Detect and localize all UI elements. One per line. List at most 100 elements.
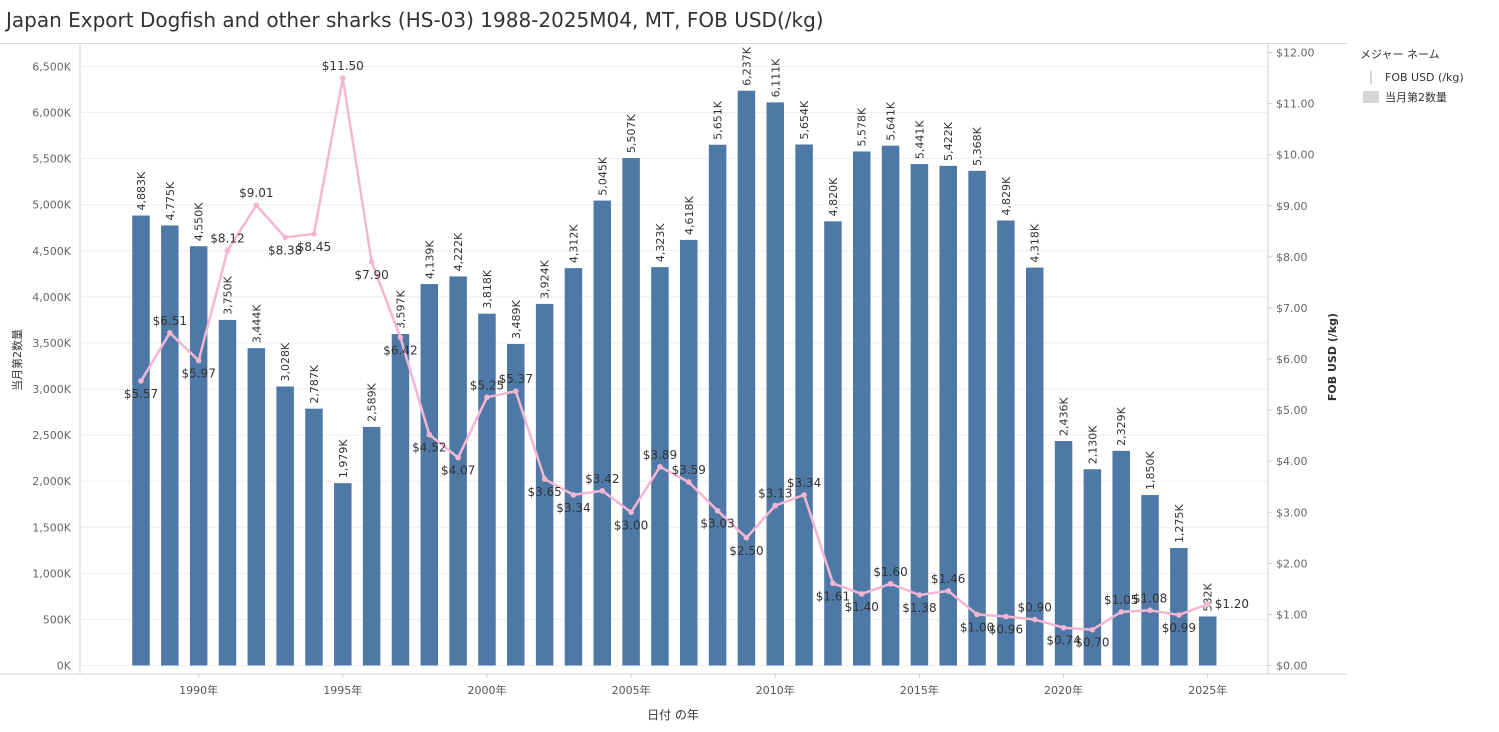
y-tick-label: 6,000K [32,107,71,120]
bar-value-label: 3,489K [510,299,523,338]
bar-value-label: 4,222K [452,232,465,271]
bar-value-label: 532K [1202,582,1215,611]
price-value-label: $3.89 [643,448,677,462]
bar-value-label: 2,130K [1086,425,1099,464]
quantity-bar [305,408,323,666]
y-tick-label: 2,000K [32,475,71,488]
legend-item-quantity[interactable]: 当月第2数量 [1360,87,1464,107]
axis-ticks: 0K 500K 1,000K 1,500K 2,000K 2,500K 3,000K 3,50… [32,47,1314,698]
x-tick-label: 1990年 [179,683,218,697]
y2-tick-label: $9.00 [1276,200,1308,213]
fob-point [1003,613,1009,620]
y-tick-label: 3,000K [32,383,71,396]
bar-value-label: 4,820K [827,177,840,216]
y2-tick-label: $7.00 [1276,302,1308,315]
price-value-label: $1.20 [1215,597,1249,611]
bar-value-label: 1,979K [337,439,350,478]
quantity-bar [1141,495,1159,666]
fob-point [1118,609,1125,615]
x-tick-label: 2005年 [612,683,651,697]
price-value-label: $1.38 [902,601,936,615]
x-axis-title: 日付 の年 [647,708,699,722]
price-value-label: $3.34 [787,476,821,490]
bar-value-label: 6,111K [769,58,782,97]
price-value-label: $3.34 [556,501,590,515]
quantity-bars [132,90,1217,666]
bar-value-label: 4,883K [135,171,148,210]
fob-point [1089,626,1096,633]
bar-value-label: 6,237K [740,46,753,85]
box-swatch-icon [1363,91,1379,103]
quantity-bar [276,386,294,666]
fob-point [743,534,750,541]
quantity-bar [795,144,813,666]
fob-point [282,234,288,241]
price-value-label: $3.00 [614,518,648,532]
bar-value-label: 4,139K [423,240,436,279]
bar-value-label: 3,444K [250,304,263,343]
y2-tick-label: $2.00 [1276,557,1308,570]
fob-point [224,247,231,254]
y2-tick-label: $1.00 [1276,608,1308,621]
y2-tick-label: $10.00 [1276,149,1315,162]
quantity-bar [247,348,266,666]
bar-value-label: 2,329K [1115,406,1128,445]
y-tick-label: 4,500K [32,245,71,258]
quantity-bar [161,225,179,666]
fob-point [1176,612,1182,618]
legend-item-fob[interactable]: FOB USD (/kg) [1360,67,1464,87]
y-axis-title: 当月第2数量 [10,329,24,391]
x-tick-label: 2025年 [1188,683,1227,697]
price-value-label: $1.61 [816,589,850,603]
fob-point [195,357,202,364]
quantity-bar [1054,441,1073,666]
quantity-bar [334,483,352,666]
quantity-bar [622,158,640,666]
price-value-label: $1.40 [845,600,879,614]
price-value-label: $7.90 [354,268,388,282]
price-value-label: $0.70 [1075,636,1109,650]
quantity-bar [535,303,554,666]
bar-value-label: 5,368K [971,126,984,165]
bar-value-label: 4,775K [164,181,177,220]
bar-value-label: 4,323K [654,223,667,262]
price-value-label: $8.45 [297,240,331,254]
price-value-label: $8.38 [268,243,302,257]
quantity-bar [1198,616,1217,666]
fob-point [138,378,144,384]
fob-point [772,502,779,509]
price-value-label: $5.97 [181,367,215,381]
fob-point [858,591,865,597]
y2-tick-label: $5.00 [1276,404,1308,417]
bar-value-label: 3,924K [539,259,552,298]
price-value-label: $0.99 [1162,621,1196,635]
fob-point [340,75,346,81]
price-value-label: $1.46 [931,572,965,586]
fob-point [541,476,548,482]
x-tick-label: 1995年 [323,683,362,697]
bar-value-label: 2,787K [308,364,321,403]
bar-value-label: 3,028K [279,342,292,381]
bar-value-label: 5,641K [885,101,898,140]
quantity-bar [680,239,698,666]
fob-point [657,463,663,470]
quantity-bar [189,246,208,666]
quantity-bar [997,220,1015,666]
quantity-bar [449,276,467,666]
bar-value-label: 1,275K [1173,504,1186,543]
price-value-label: $3.13 [758,487,792,501]
price-value-label: $5.57 [124,387,158,401]
fob-point [368,259,375,265]
price-value-label: $0.90 [1018,601,1052,615]
y2-axis-title: FOB USD (/kg) [1326,313,1339,401]
y-tick-label: 2,500K [32,429,71,442]
bar-value-label: 5,578K [856,107,869,146]
fob-point [1147,607,1153,614]
quantity-bar [564,268,583,666]
quantity-bar [362,426,381,666]
bar-value-label: 2,436K [1058,397,1071,436]
x-tick-label: 2015年 [900,683,939,697]
price-value-label: $0.74 [1046,634,1080,648]
price-value-label: $1.08 [1133,591,1167,605]
fob-point [628,509,634,516]
